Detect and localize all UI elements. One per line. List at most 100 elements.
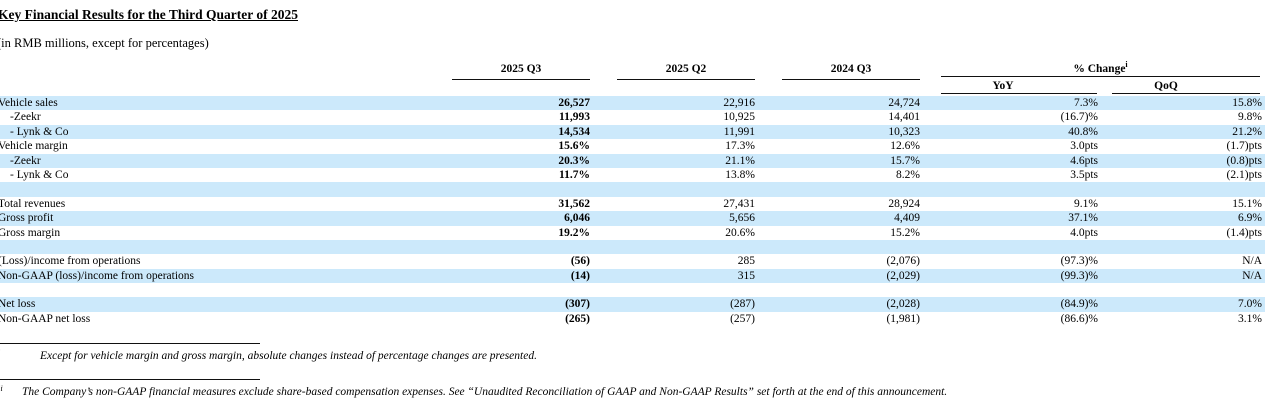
table-row: Vehicle margin 15.6% 17.3% 12.6% 3.0pts (1.7)… <box>0 139 1265 153</box>
table-spacer-row <box>0 283 1265 297</box>
value-2024-q3: 10,323 <box>888 125 920 138</box>
value-2024-q3 <box>755 182 920 196</box>
value-yoy <box>920 240 1098 254</box>
value-2024-q3: 4,409 <box>894 212 920 225</box>
table-spacer-row <box>0 239 1265 255</box>
value-2025-q2: 5,656 <box>729 212 755 225</box>
value-2024-q3: 15.2% <box>890 226 920 239</box>
value-2025-q2: 285 <box>737 255 755 268</box>
footnote-divider-1 <box>0 343 260 344</box>
value-2024-q3: 8.2% <box>896 168 920 181</box>
value-qoq: 9.8% <box>1238 111 1262 124</box>
row-label: (Loss)/income from operations <box>0 255 141 268</box>
value-2025-q2 <box>590 283 755 297</box>
value-2025-q2: 11,991 <box>723 125 755 138</box>
value-2025-q3: 11,993 <box>559 111 590 124</box>
value-qoq: (1.7)pts <box>1226 140 1262 153</box>
value-yoy <box>920 182 1098 196</box>
row-label <box>0 240 442 254</box>
value-yoy: 4.0pts <box>1070 226 1098 239</box>
value-2025-q2: (287) <box>730 298 755 311</box>
value-2025-q2 <box>590 240 755 254</box>
value-2025-q2: 17.3% <box>725 140 755 153</box>
footnote-2: ii The Company’s non-GAAP financial meas… <box>0 383 1265 398</box>
value-yoy: 40.8% <box>1068 125 1098 138</box>
table-row: -Zeekr 20.3% 21.1% 15.7% 4.6pts (0.8)pts <box>0 153 1265 168</box>
value-2025-q3: (56) <box>570 255 590 268</box>
value-2025-q3: 15.6% <box>558 140 590 153</box>
row-label: Non-GAAP (loss)/income from operations <box>0 269 194 282</box>
column-header-2025-q2: 2025 Q2 <box>617 63 755 80</box>
row-label: Gross margin <box>0 226 61 239</box>
value-qoq: (2.1)pts <box>1226 168 1262 181</box>
value-2025-q2: 20.6% <box>725 226 755 239</box>
value-yoy: (99.3)% <box>1060 269 1098 282</box>
table-row: Vehicle sales 26,527 22,916 24,724 7.3% 15.8% <box>0 96 1265 111</box>
value-yoy: (86.6)% <box>1060 312 1098 325</box>
column-header-yoy: YoY <box>941 80 1097 94</box>
value-2025-q3 <box>442 240 590 254</box>
value-2025-q2: 22,916 <box>723 97 755 109</box>
value-2025-q2: 10,925 <box>723 111 755 124</box>
row-label <box>0 182 442 196</box>
value-yoy: 3.5pts <box>1070 168 1098 181</box>
value-2025-q3 <box>442 283 590 297</box>
row-label: Gross profit <box>0 212 54 225</box>
row-label: Non-GAAP net loss <box>0 312 91 325</box>
value-qoq: 21.2% <box>1232 125 1262 138</box>
column-header-2025-q3: 2025 Q3 <box>452 63 590 80</box>
value-2025-q2 <box>590 182 755 196</box>
table-row: Gross margin 19.2% 20.6% 15.2% 4.0pts (1.4)pt… <box>0 226 1265 240</box>
value-2024-q3: 15.7% <box>890 154 920 167</box>
row-label: -Zeekr <box>10 154 41 167</box>
value-2025-q3: 20.3% <box>558 154 590 167</box>
value-qoq: 15.1% <box>1232 197 1262 210</box>
value-qoq: 7.0% <box>1238 298 1262 311</box>
value-yoy: 9.1% <box>1074 197 1098 210</box>
percent-change-footnote-marker: i <box>1125 60 1128 69</box>
value-yoy: 4.6pts <box>1070 154 1098 167</box>
table-row: Non-GAAP net loss (265) (257) (1,981) (86.6)… <box>0 312 1265 326</box>
column-header-qoq: QoQ <box>1112 80 1260 94</box>
table-spacer-row <box>0 182 1265 197</box>
row-label: - Lynk & Co <box>10 125 69 138</box>
value-2025-q3: 31,562 <box>558 197 590 210</box>
value-2024-q3: 12.6% <box>890 140 920 153</box>
value-qoq: 3.1% <box>1238 312 1262 325</box>
value-2025-q3: 14,534 <box>558 125 590 138</box>
value-2024-q3: (2,029) <box>886 269 920 282</box>
value-2025-q3: (14) <box>570 269 590 282</box>
value-qoq: 6.9% <box>1238 212 1262 225</box>
value-2024-q3: (1,981) <box>886 312 920 325</box>
value-2024-q3 <box>755 240 920 254</box>
value-qoq: (0.8)pts <box>1226 154 1262 167</box>
value-qoq: (1.4)pts <box>1226 226 1262 239</box>
table-row: -Zeekr 11,993 10,925 14,401 (16.7)% 9.8% <box>0 110 1265 124</box>
row-label <box>0 283 442 297</box>
value-2025-q3: 19.2% <box>558 226 590 239</box>
table-row: (Loss)/income from operations (56) 285 (2,0… <box>0 254 1265 268</box>
value-2025-q2: 13.8% <box>725 168 755 181</box>
row-label: - Lynk & Co <box>10 168 69 181</box>
column-header-percent-change: % Changei <box>941 60 1260 77</box>
value-2025-q3: 6,046 <box>564 212 590 225</box>
value-qoq <box>1098 240 1265 254</box>
value-qoq: N/A <box>1242 269 1262 282</box>
row-label: Total revenues <box>0 197 66 210</box>
value-qoq <box>1098 182 1265 196</box>
value-2024-q3: (2,076) <box>886 255 920 268</box>
unit-note: (in RMB millions, except for percentages… <box>0 36 209 50</box>
value-2025-q2: (257) <box>730 312 755 325</box>
value-2025-q3 <box>442 182 590 196</box>
results-table-body: Vehicle sales 26,527 22,916 24,724 7.3% 15.8%… <box>0 96 1265 326</box>
value-yoy: (84.9)% <box>1060 298 1098 311</box>
value-yoy: (97.3)% <box>1060 255 1098 268</box>
footnote-2-text: The Company’s non-GAAP financial measure… <box>22 386 948 398</box>
row-label: Vehicle sales <box>0 97 58 109</box>
table-row: - Lynk & Co 11.7% 13.8% 8.2% 3.5pts (2.1)pts <box>0 168 1265 182</box>
footnote-2-marker: ii <box>0 383 3 393</box>
row-label: Vehicle margin <box>0 140 68 153</box>
value-2025-q3: (265) <box>565 312 590 325</box>
value-yoy <box>920 283 1098 297</box>
